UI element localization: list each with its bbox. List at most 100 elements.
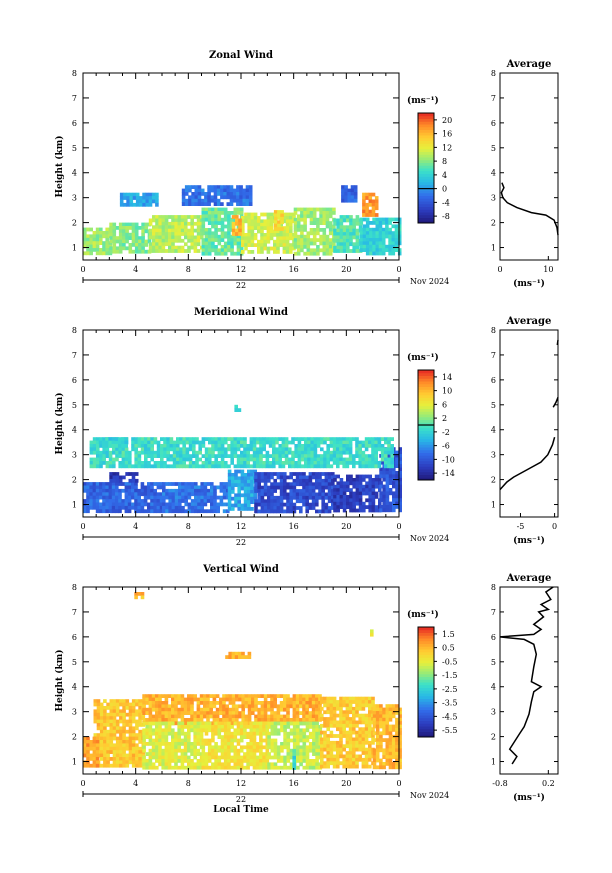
heatmap-cell (103, 750, 107, 754)
heatmap-cell (327, 506, 332, 510)
heatmap-cell (125, 736, 130, 741)
heatmap-cell (325, 224, 330, 229)
heatmap-cell (213, 505, 217, 510)
heatmap-cell (263, 704, 268, 709)
heatmap-cell (150, 457, 154, 462)
heatmap-cell (190, 718, 194, 722)
heatmap-cell (322, 214, 327, 219)
heatmap-cell (374, 447, 378, 452)
heatmap-cell (182, 437, 186, 441)
heatmap-cell (260, 718, 265, 722)
heatmap-cell (168, 238, 172, 243)
heatmap-cell (286, 725, 291, 729)
heatmap-cell (315, 492, 319, 497)
heatmap-cell (336, 703, 340, 708)
heatmap-cell (105, 502, 109, 507)
heatmap-cell (332, 211, 336, 215)
heatmap-cell (204, 731, 209, 736)
heatmap-cell (378, 227, 383, 232)
heatmap-cell (103, 757, 107, 761)
heatmap-cell (320, 751, 324, 755)
heatmap-cell (178, 509, 182, 514)
heatmap-cell (326, 454, 330, 458)
heatmap-cell (254, 482, 258, 487)
heatmap-cell (174, 759, 178, 763)
heatmap-cell (131, 712, 136, 717)
heatmap-cell (342, 245, 347, 250)
heatmap-cell (328, 248, 333, 253)
heatmap-cell (371, 447, 375, 452)
heatmap-cell (168, 245, 172, 250)
heatmap-cell (142, 745, 146, 750)
heatmap-cell (394, 231, 399, 235)
heatmap-cell (211, 238, 215, 242)
heatmap-cell (224, 450, 228, 455)
heatmap-cell (265, 748, 270, 753)
heatmap-cell (119, 736, 123, 741)
heatmap-cell (99, 231, 103, 235)
heatmap-cell (103, 706, 107, 710)
heatmap-cell (229, 195, 234, 200)
heatmap-cell (112, 719, 117, 724)
heatmap-cell (299, 492, 303, 497)
heatmap-cell (359, 238, 364, 242)
heatmap-cell (345, 717, 350, 721)
heatmap-cell (269, 219, 274, 224)
profile-y-tick-label: 3 (491, 451, 496, 460)
heatmap-cell (137, 457, 142, 462)
heatmap-cell (293, 221, 298, 225)
colorbar-band (418, 124, 434, 128)
heatmap-cell (128, 723, 133, 727)
heatmap-cell (328, 211, 333, 215)
heatmap-cell (273, 755, 278, 760)
heatmap-cell (163, 464, 167, 469)
heatmap-cell (223, 755, 228, 760)
heatmap-cell (280, 728, 284, 733)
heatmap-cell (388, 241, 392, 246)
heatmap-cell (153, 495, 157, 500)
heatmap-cell (349, 242, 353, 247)
heatmap-cell (177, 225, 182, 230)
heatmap-cell (333, 501, 337, 506)
heatmap-cell (230, 765, 234, 770)
heatmap-cell (347, 195, 352, 200)
heatmap-cell (201, 759, 206, 763)
heatmap-cell (200, 485, 204, 490)
heatmap-cell (201, 207, 206, 212)
heatmap-cell (272, 437, 276, 441)
heatmap-cell (300, 450, 305, 455)
heatmap-cell (315, 765, 319, 770)
heatmap-cell (281, 461, 286, 465)
heatmap-cell (168, 502, 172, 507)
heatmap-cell (86, 499, 90, 503)
heatmap-cell (236, 188, 240, 193)
heatmap-cell (201, 224, 206, 229)
heatmap-cells (83, 404, 402, 514)
heatmap-cell (132, 196, 137, 200)
heatmap-cell (158, 745, 162, 750)
heatmap-cell (244, 697, 249, 702)
heatmap-cell (165, 505, 169, 510)
heatmap-cell (315, 725, 319, 729)
heatmap-cell (259, 457, 263, 462)
heatmap-cell (118, 232, 123, 237)
heatmap-cell (353, 198, 358, 203)
heatmap-cell (222, 704, 226, 709)
heatmap-cell (250, 483, 254, 487)
heatmap-cell (227, 221, 231, 225)
heatmap-cell (196, 762, 201, 767)
heatmap-cell (254, 714, 258, 719)
heatmap-cell (374, 437, 378, 441)
heatmap-cell (219, 482, 224, 486)
heatmap-cell (246, 461, 250, 465)
heatmap-cell (278, 444, 282, 448)
heatmap-cell (145, 202, 150, 207)
heatmap-cell (89, 505, 93, 510)
heatmap-cell (398, 484, 402, 489)
heatmap-cell (398, 454, 402, 458)
heatmap-cell (254, 485, 258, 490)
heatmap-cell (397, 224, 402, 229)
heatmap-cell (121, 437, 125, 441)
heatmap-cell (160, 461, 164, 465)
heatmap-cell (381, 217, 386, 222)
